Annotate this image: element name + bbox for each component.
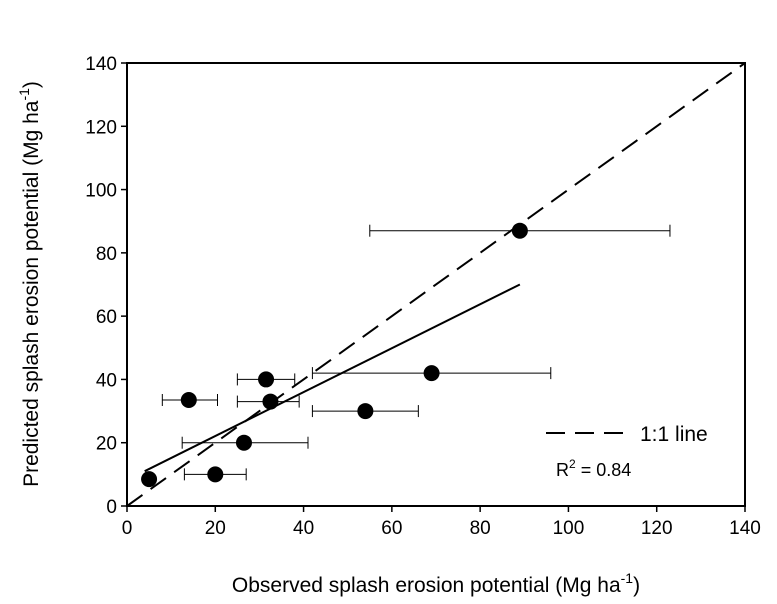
data-point [258, 371, 275, 388]
y-tick-label: 40 [96, 370, 117, 391]
y-tick-label: 80 [96, 244, 117, 265]
data-point [207, 466, 224, 483]
x-tick-label: 40 [293, 518, 314, 539]
data-point [235, 434, 252, 451]
regression-line [144, 283, 521, 473]
y-axis-title-close: ) [20, 81, 43, 88]
x-tick-label: 120 [641, 518, 673, 539]
x-tick-label: 20 [205, 518, 226, 539]
r-squared-annotation: R2 = 0.84 [556, 457, 631, 480]
data-point [180, 391, 197, 408]
y-tick-label: 100 [85, 181, 117, 202]
y-tick-label: 20 [96, 434, 117, 455]
data-point [357, 403, 374, 420]
x-axis-title-close: ) [633, 574, 640, 597]
x-tick-label: 140 [729, 518, 761, 539]
plot-area [126, 62, 746, 507]
plot-frame [126, 62, 746, 507]
x-tick-label: 0 [122, 518, 133, 539]
r-squared-prefix: R [556, 460, 569, 480]
y-axis-title: Predicted splash erosion potential (Mg h… [16, 81, 43, 487]
data-marks [141, 222, 671, 488]
y-axis-title-text: Predicted splash erosion potential (Mg h… [20, 100, 43, 487]
data-point [141, 471, 158, 488]
y-tick-label: 60 [96, 307, 117, 328]
legend: 1:1 line [546, 423, 708, 446]
x-tick-label: 80 [470, 518, 491, 539]
one-to-one-reference-line [126, 62, 746, 507]
x-axis-title-superscript: -1 [621, 570, 634, 586]
y-tick-label: 0 [106, 497, 117, 518]
y-tick-label: 120 [85, 117, 117, 138]
axis-ticks: 0 20 40 60 80 100 120 140 0 20 40 60 80 100 120 140 [85, 54, 761, 539]
data-point [423, 365, 440, 382]
y-axis-title-superscript: -1 [16, 88, 32, 101]
x-axis-title-text: Observed splash erosion potential (Mg ha [232, 574, 621, 597]
data-point [511, 222, 528, 239]
x-tick-label: 100 [553, 518, 585, 539]
data-point [262, 393, 279, 410]
legend-label: 1:1 line [640, 423, 708, 446]
x-tick-label: 60 [381, 518, 402, 539]
r-squared-superscript: 2 [569, 457, 576, 471]
r-squared-value: = 0.84 [576, 460, 632, 480]
y-tick-label: 140 [85, 54, 117, 75]
x-axis-title: Observed splash erosion potential (Mg ha… [232, 570, 640, 597]
